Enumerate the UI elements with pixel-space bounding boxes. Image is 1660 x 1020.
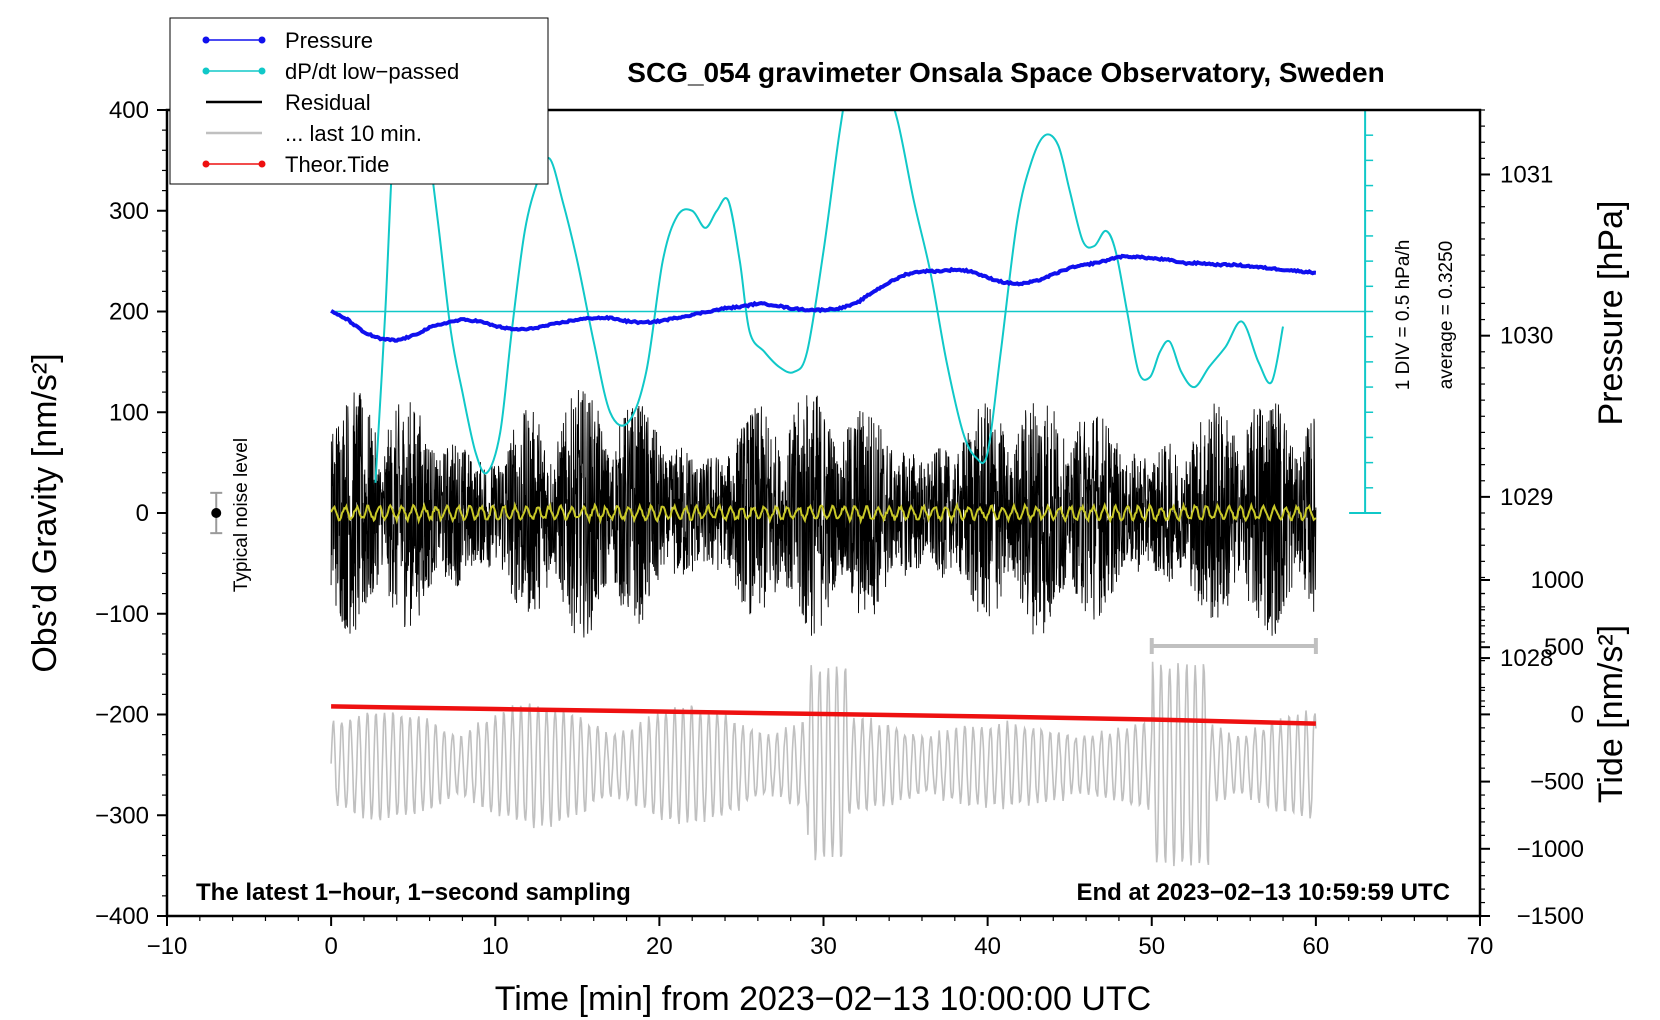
legend-marker — [202, 160, 210, 168]
x-axis-title: Time [min] from 2023−02−13 10:00:00 UTC — [495, 980, 1151, 1018]
legend-marker — [258, 160, 266, 168]
legend-label: ... last 10 min. — [285, 121, 422, 146]
legend-label: Theor.Tide — [285, 152, 389, 177]
y-axis-title-pressure: Pressure [hPa] — [1592, 201, 1630, 426]
dpdt-scale-label: 1 DIV = 0.5 hPa/h — [1393, 240, 1414, 391]
plot-area — [210, 110, 1366, 867]
series-layer — [210, 110, 1382, 867]
legend-marker — [258, 67, 266, 75]
dpdt-line — [374, 110, 1284, 483]
y-tick-label: 0 — [136, 500, 149, 527]
chart-title: SCG_054 gravimeter Onsala Space Observat… — [627, 57, 1384, 88]
axes-layer: −10 0 10 20 30 40 50 60 704003002001000−100−200−… — [95, 97, 1584, 960]
legend-item: dP/dt low−passed — [202, 59, 459, 84]
x-tick-label: 50 — [1138, 933, 1165, 960]
y-tick-label: −300 — [95, 802, 149, 829]
pressure-tick-label: 1028 — [1500, 645, 1553, 672]
theoretical-tide-line — [331, 704, 1316, 726]
x-tick-label: 70 — [1467, 933, 1494, 960]
tide-tick-label: −1000 — [1517, 836, 1584, 863]
y-tick-label: 400 — [109, 97, 149, 124]
legend-marker — [202, 36, 210, 44]
noise-level-dot — [211, 508, 222, 518]
tide-tick-label: 500 — [1544, 634, 1584, 661]
last-10-min-line — [330, 661, 1317, 867]
tide-tick-label: −1500 — [1517, 903, 1584, 930]
x-tick-label: 60 — [1303, 933, 1330, 960]
legend-item: Residual — [206, 90, 371, 115]
dpdt-average-label: average = 0.3250 — [1436, 241, 1457, 389]
pressure-tick-label: 1030 — [1500, 323, 1553, 350]
pressure-line — [330, 253, 1317, 343]
residual-line — [330, 389, 1317, 638]
pressure-tick-label: 1031 — [1500, 161, 1553, 188]
legend-marker — [202, 67, 210, 75]
y-tick-label: −100 — [95, 601, 149, 628]
x-tick-label: 0 — [324, 933, 337, 960]
y-tick-label: 200 — [109, 299, 149, 326]
y-tick-label: −200 — [95, 702, 149, 729]
right-note: End at 2023−02−13 10:59:59 UTC — [1076, 879, 1450, 906]
legend-marker — [258, 36, 266, 44]
tide-tick-label: 0 — [1571, 701, 1584, 728]
x-tick-label: 40 — [974, 933, 1001, 960]
y-axis-title-left: Obs’d Gravity [nm/s²] — [26, 353, 64, 672]
plot-frame — [165, 108, 1482, 918]
legend-item: Theor.Tide — [202, 152, 389, 177]
tide-tick-label: −500 — [1530, 769, 1584, 796]
tide-tick-label: 1000 — [1531, 567, 1584, 594]
legend-label: Residual — [285, 90, 371, 115]
pressure-tick-label: 1029 — [1500, 484, 1553, 511]
left-note: The latest 1−hour, 1−second sampling — [196, 879, 631, 906]
x-tick-label: 10 — [482, 933, 509, 960]
x-tick-label: −10 — [147, 933, 188, 960]
legend-item: ... last 10 min. — [206, 121, 422, 146]
noise-level-label: Typical noise level — [231, 438, 252, 592]
y-axis-title-tide: Tide [nm/s²] — [1592, 625, 1630, 803]
legend-item: Pressure — [202, 28, 373, 53]
y-tick-label: −400 — [95, 903, 149, 930]
y-tick-label: 100 — [109, 399, 149, 426]
legend-label: dP/dt low−passed — [285, 59, 459, 84]
legend-label: Pressure — [285, 28, 373, 53]
legend: Pressure dP/dt low−passed Residual ... last… — [169, 17, 549, 185]
smoothed-residual-line — [330, 501, 1317, 525]
y-tick-label: 300 — [109, 198, 149, 225]
x-tick-label: 20 — [646, 933, 673, 960]
x-tick-label: 30 — [810, 933, 837, 960]
